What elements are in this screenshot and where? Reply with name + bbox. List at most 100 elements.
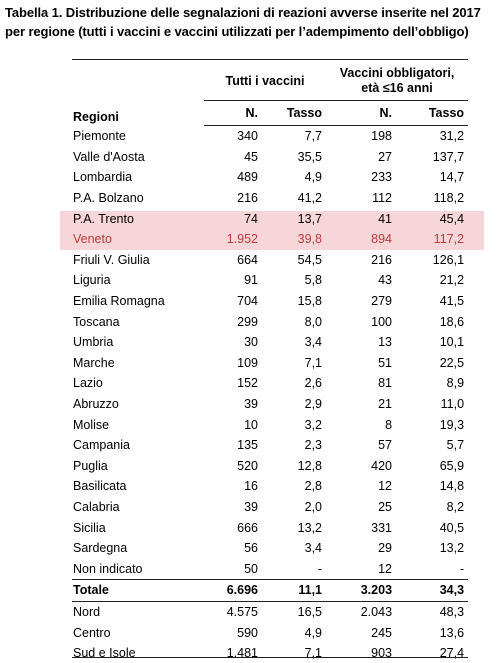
table-row: P.A. Trento 74 13,7 41 45,4 bbox=[72, 208, 468, 229]
tasso-all-cell: 15,8 bbox=[297, 294, 323, 309]
total-rows: Totale 6.696 11,1 3.203 34,3 bbox=[72, 579, 469, 602]
tasso-all-cell: 3,4 bbox=[304, 335, 323, 350]
tasso-all-cell: 2,0 bbox=[304, 499, 323, 514]
n-mandatory-cell: 3.203 bbox=[326, 579, 397, 602]
region-cell: Sud e Isole bbox=[73, 646, 136, 661]
table-top-rule bbox=[72, 59, 468, 60]
tasso-mandatory-cell: - bbox=[396, 558, 469, 581]
n-mandatory-cell: 233 bbox=[371, 170, 393, 185]
header-vaccini-obbligatori-line2: età ≤16 anni bbox=[361, 81, 433, 95]
n-all-cell: 39 bbox=[244, 499, 258, 514]
table-row: Sicilia 666 13,2 331 40,5 bbox=[72, 517, 468, 538]
tasso-all-cell: 3,2 bbox=[304, 417, 323, 432]
tasso-all-cell: 35,5 bbox=[297, 149, 323, 164]
tasso-mandatory-cell: 18,6 bbox=[439, 314, 465, 329]
n-all-cell: 152 bbox=[237, 376, 258, 391]
tasso-all-cell: 13,2 bbox=[297, 520, 323, 535]
tasso-all-cell: 2,8 bbox=[304, 479, 323, 494]
tasso-all-cell: 54,5 bbox=[297, 252, 323, 267]
area-rows: Nord 4.575 16,5 2.043 48,3 Centro 590 4,9 245 13,… bbox=[72, 601, 468, 663]
n-all-cell: 666 bbox=[237, 520, 258, 535]
header-tutti-i-vaccini: Tutti i vaccini bbox=[204, 62, 327, 101]
header-n-obbligatori: N. bbox=[326, 100, 397, 126]
n-all-cell: 590 bbox=[237, 625, 258, 640]
region-cell: Emilia Romagna bbox=[73, 294, 165, 309]
tasso-mandatory-cell: 117,2 bbox=[433, 232, 465, 247]
table-row: Nord 4.575 16,5 2.043 48,3 bbox=[72, 601, 468, 622]
region-cell: Totale bbox=[72, 579, 204, 602]
tasso-mandatory-cell: 41,5 bbox=[439, 294, 465, 309]
n-mandatory-cell: 198 bbox=[371, 129, 393, 144]
n-mandatory-cell: 29 bbox=[378, 541, 393, 556]
table-row: Campania 135 2,3 57 5,7 bbox=[72, 435, 468, 456]
tasso-mandatory-cell: 40,5 bbox=[439, 520, 465, 535]
tasso-mandatory-cell: 48,3 bbox=[439, 604, 465, 619]
n-all-cell: 1.952 bbox=[226, 232, 258, 247]
tasso-all-cell: 7,1 bbox=[304, 646, 323, 661]
region-cell: Campania bbox=[73, 438, 130, 453]
tasso-all-cell: - bbox=[262, 558, 327, 581]
n-mandatory-cell: 21 bbox=[378, 397, 393, 412]
n-all-cell: 16 bbox=[244, 479, 258, 494]
n-all-cell: 109 bbox=[237, 355, 258, 370]
tasso-all-cell: 39,8 bbox=[297, 232, 323, 247]
n-all-cell: 340 bbox=[237, 129, 258, 144]
region-cell: Veneto bbox=[73, 232, 112, 247]
n-mandatory-cell: 57 bbox=[378, 438, 393, 453]
header-regioni: Regioni bbox=[73, 109, 119, 124]
n-all-cell: 489 bbox=[237, 170, 258, 185]
tasso-all-cell: 12,8 bbox=[297, 458, 323, 473]
tasso-all-cell: 4,9 bbox=[304, 170, 323, 185]
tasso-all-cell: 3,4 bbox=[304, 541, 323, 556]
n-mandatory-cell: 216 bbox=[371, 252, 393, 267]
table-bottom-rule bbox=[72, 657, 468, 658]
table-row: Marche 109 7,1 51 22,5 bbox=[72, 353, 468, 374]
tasso-mandatory-cell: 21,2 bbox=[439, 273, 465, 288]
tasso-all-cell: 5,8 bbox=[304, 273, 323, 288]
n-all-cell: 216 bbox=[237, 191, 258, 206]
table-row: Totale 6.696 11,1 3.203 34,3 bbox=[72, 579, 469, 602]
tasso-all-cell: 2,6 bbox=[304, 376, 323, 391]
n-mandatory-cell: 25 bbox=[378, 499, 393, 514]
region-cell: Lombardia bbox=[73, 170, 133, 185]
region-cell: Sicilia bbox=[73, 520, 106, 535]
table-row: Sardegna 56 3,4 29 13,2 bbox=[72, 538, 468, 559]
tasso-mandatory-cell: 19,3 bbox=[439, 417, 465, 432]
n-all-cell: 4.575 bbox=[226, 604, 258, 619]
tasso-all-cell: 13,7 bbox=[297, 211, 323, 226]
tasso-mandatory-cell: 31,2 bbox=[439, 129, 465, 144]
tasso-mandatory-cell: 8,9 bbox=[446, 376, 465, 391]
n-mandatory-cell: 43 bbox=[378, 273, 393, 288]
table-row: Sud e Isole 1.481 7,1 903 27,4 bbox=[72, 643, 468, 663]
tasso-all-cell: 16,5 bbox=[297, 604, 323, 619]
tasso-mandatory-cell: 137,7 bbox=[432, 149, 465, 164]
n-all-cell: 6.696 bbox=[204, 579, 262, 602]
tasso-mandatory-cell: 8,2 bbox=[446, 499, 465, 514]
header-vaccini-obbligatori: Vaccini obbligatori, età ≤16 anni bbox=[326, 62, 469, 101]
table-row: Abruzzo 39 2,9 21 11,0 bbox=[72, 394, 468, 415]
n-mandatory-cell: 112 bbox=[372, 191, 393, 206]
table-row: Veneto 1.952 39,8 894 117,2 bbox=[72, 229, 468, 250]
n-all-cell: 10 bbox=[244, 417, 258, 432]
region-cell: Liguria bbox=[73, 273, 111, 288]
header-tasso-obbligatori: Tasso bbox=[396, 100, 469, 126]
n-all-cell: 50 bbox=[204, 558, 262, 581]
n-all-cell: 520 bbox=[237, 458, 258, 473]
region-cell: Sardegna bbox=[73, 541, 128, 556]
n-mandatory-cell: 2.043 bbox=[360, 604, 393, 619]
tasso-all-cell: 7,1 bbox=[304, 355, 323, 370]
table-row: Valle d'Aosta 45 35,5 27 137,7 bbox=[72, 147, 468, 168]
region-cell: Valle d'Aosta bbox=[73, 149, 145, 164]
table-row: Lombardia 489 4,9 233 14,7 bbox=[72, 167, 468, 188]
region-cell: Nord bbox=[73, 604, 101, 619]
table-row: Lazio 152 2,6 81 8,9 bbox=[72, 373, 468, 394]
region-cell: P.A. Trento bbox=[73, 211, 134, 226]
table-row: Friuli V. Giulia 664 54,5 216 126,1 bbox=[72, 250, 468, 271]
header-vaccini-obbligatori-line1: Vaccini obbligatori, bbox=[339, 66, 455, 80]
region-cell: Friuli V. Giulia bbox=[73, 252, 150, 267]
n-all-cell: 135 bbox=[237, 438, 258, 453]
n-all-cell: 299 bbox=[237, 314, 258, 329]
n-mandatory-cell: 13 bbox=[378, 335, 393, 350]
region-cell: Centro bbox=[73, 625, 111, 640]
tasso-mandatory-cell: 126,1 bbox=[432, 252, 465, 267]
